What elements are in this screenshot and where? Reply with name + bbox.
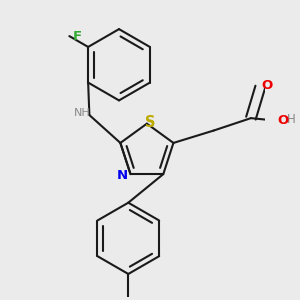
Text: S: S xyxy=(145,115,155,130)
Text: H: H xyxy=(287,113,296,126)
Text: NH: NH xyxy=(74,109,91,118)
Text: F: F xyxy=(73,30,82,43)
Text: N: N xyxy=(117,169,128,182)
Text: O: O xyxy=(278,114,289,127)
Text: O: O xyxy=(261,79,273,92)
